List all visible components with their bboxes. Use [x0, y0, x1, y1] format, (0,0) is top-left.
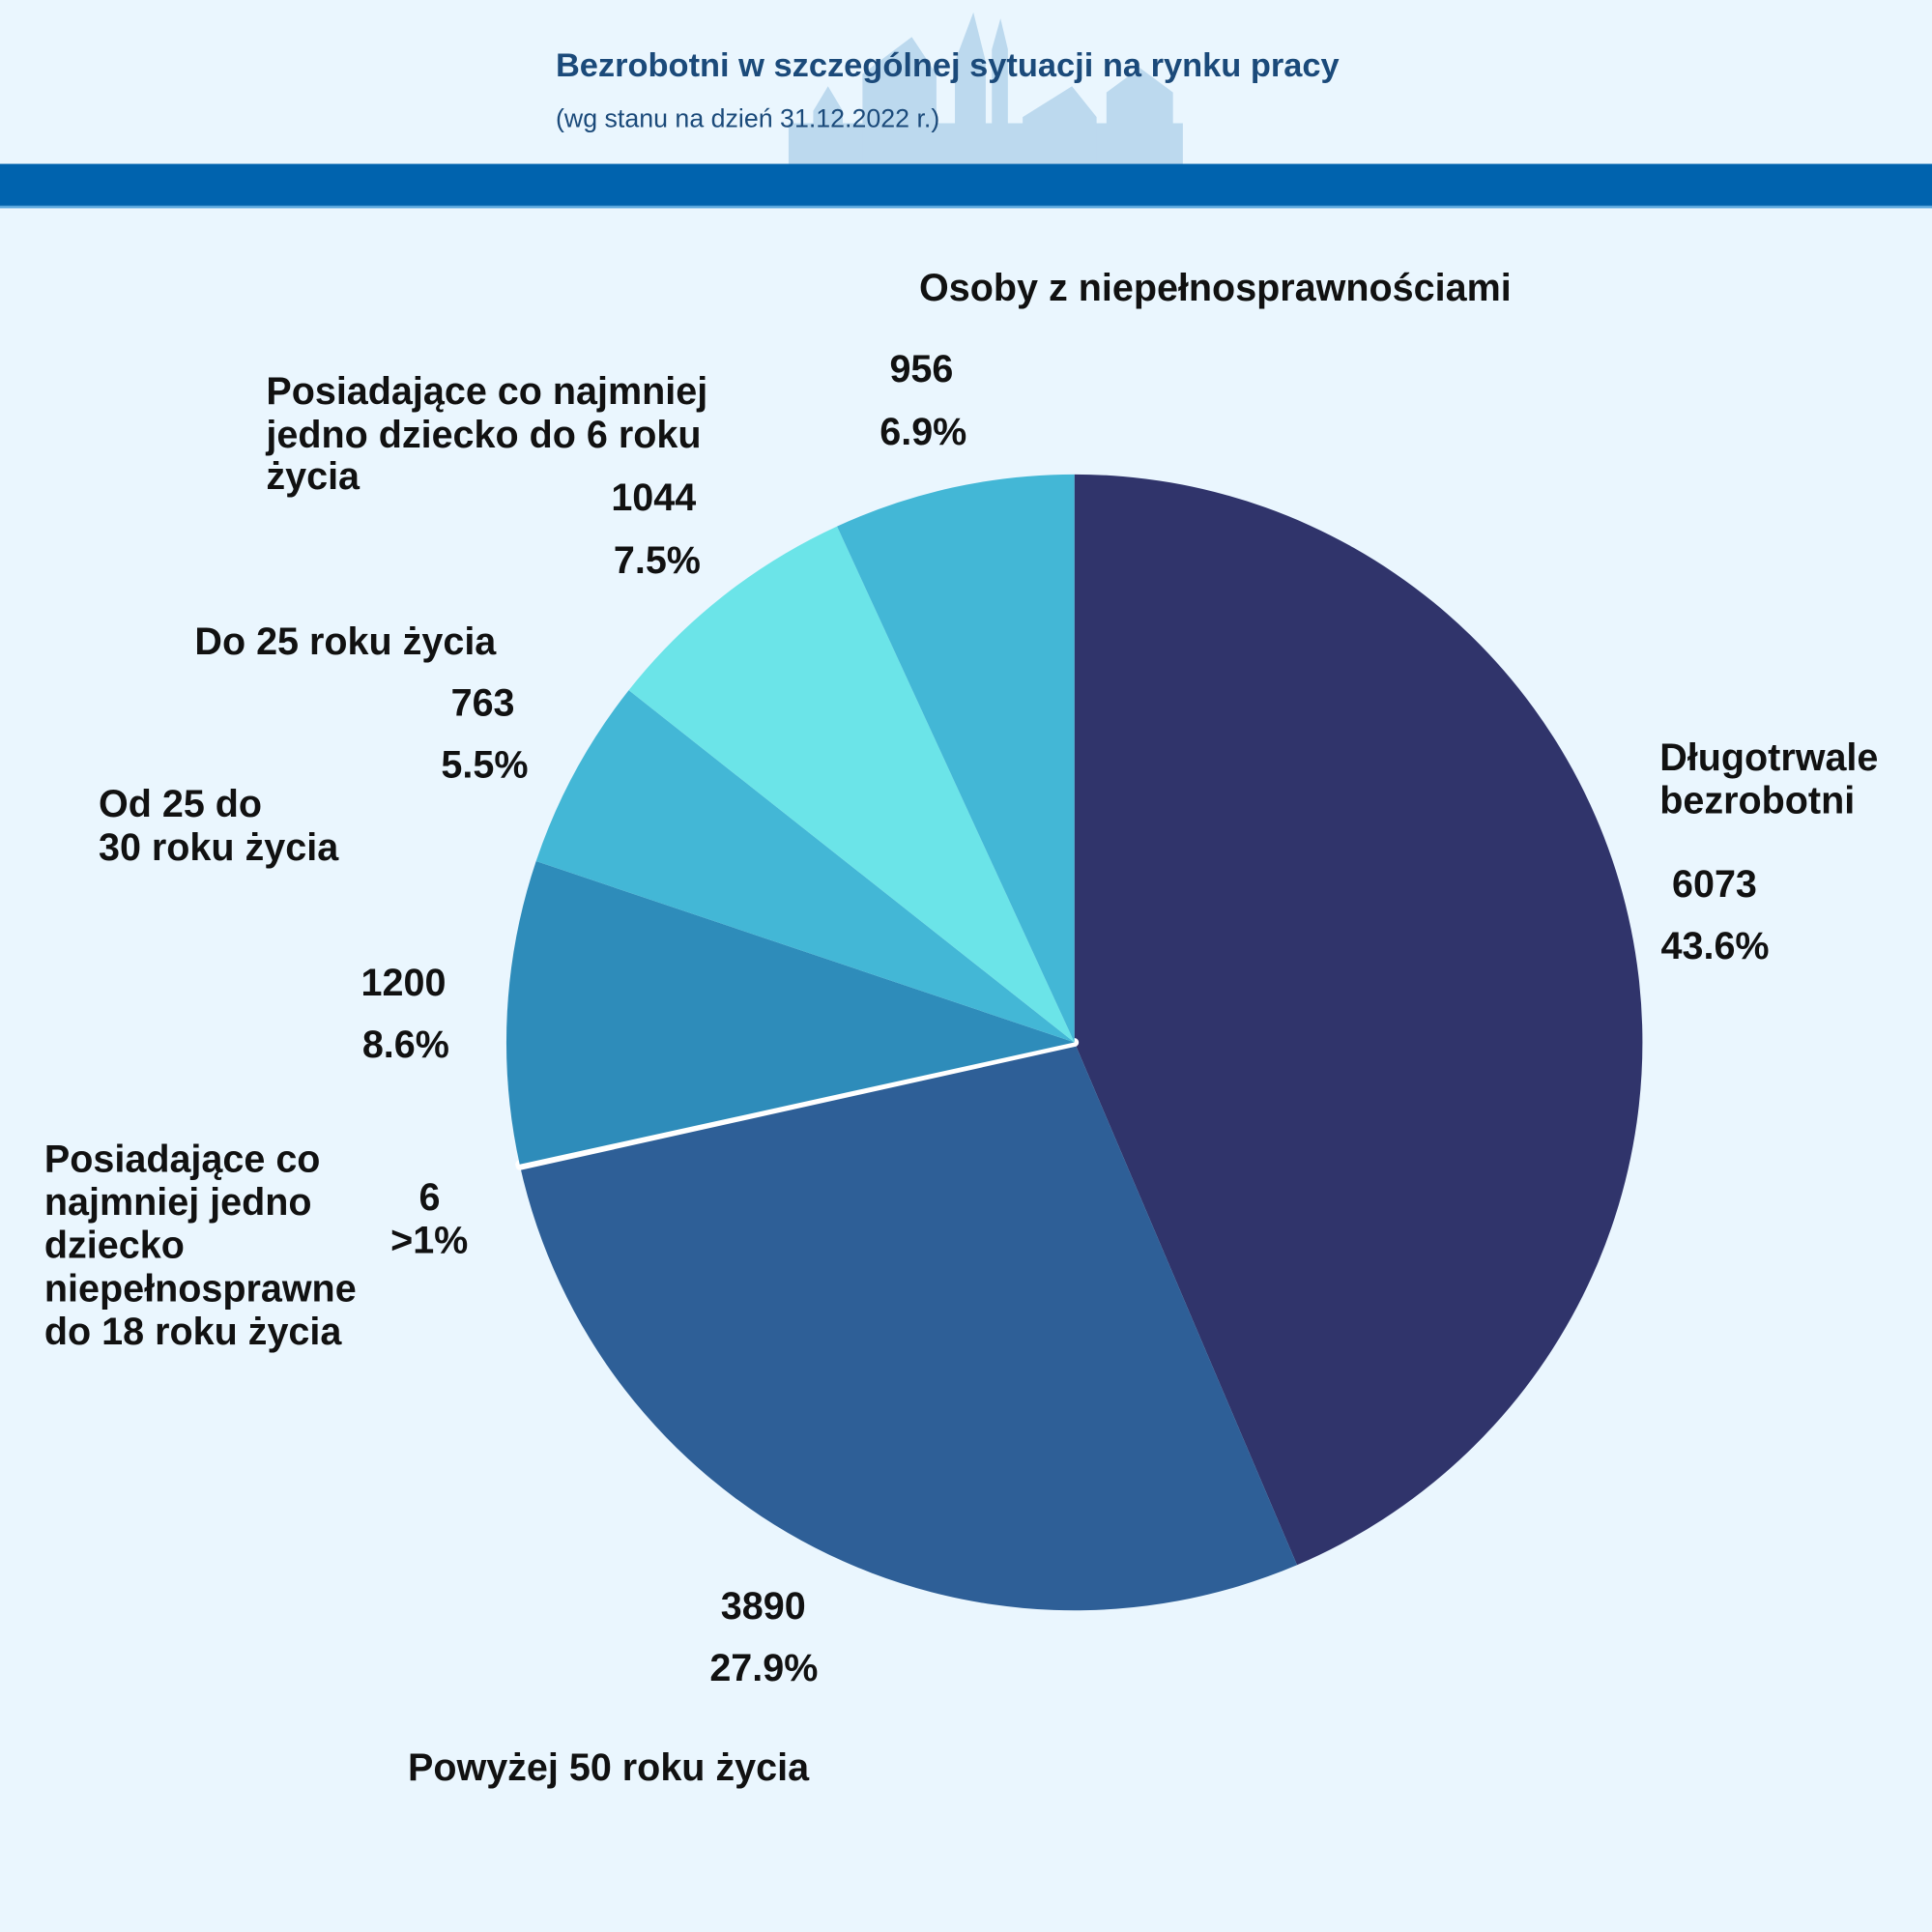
chart-subtitle: (wg stanu na dzień 31.12.2022 r.) [556, 103, 939, 132]
label-slice-5: Posiadające co najmniej jedno dziecko do… [265, 370, 707, 582]
label-slice-6: Osoby z niepełnosprawnościami 956 6.9% [879, 267, 1511, 453]
slice-label-line: Od 25 do [99, 783, 262, 825]
header-band [0, 163, 1932, 206]
slice-value: 3890 [721, 1585, 806, 1628]
slice-label-line: bezrobotni [1659, 779, 1855, 822]
slice-label-line: do 18 roku życia [44, 1311, 342, 1353]
slice-label-line: niepełnosprawne [44, 1267, 357, 1310]
slice-value: 956 [889, 348, 953, 390]
chart-title: Bezrobotni w szczególnej sytuacji na ryn… [556, 47, 1340, 84]
slice-value: 763 [451, 682, 515, 725]
slice-label-line: Osoby z niepełnosprawnościami [919, 267, 1512, 309]
slice-label-line: Do 25 roku życia [194, 620, 497, 663]
slice-percent: 6.9% [879, 411, 966, 453]
slice-percent: 27.9% [709, 1647, 818, 1689]
label-slice-3: Od 25 do 30 roku życia 1200 8.6% [99, 783, 449, 1066]
pie-slice [628, 526, 1075, 1043]
slice-percent: 7.5% [614, 539, 701, 582]
header-band-edge [0, 205, 1932, 209]
slice-percent: 43.6% [1661, 925, 1770, 967]
slice-value: 6 [418, 1176, 440, 1219]
slice-label-line: Posiadające co [44, 1138, 321, 1180]
pie-slice [515, 1038, 1080, 1170]
pie-slice [520, 1042, 1298, 1611]
slice-label-line: Powyżej 50 roku życia [408, 1746, 810, 1789]
label-slice-2: Posiadające co najmniej jedno dziecko ni… [44, 1138, 468, 1352]
skyline-decoration [788, 12, 1183, 164]
slice-label-line: Posiadające co najmniej [266, 370, 707, 413]
slice-percent: 8.6% [362, 1024, 449, 1066]
slice-label-line: 30 roku życia [99, 826, 339, 869]
slice-label-line: Długotrwale [1659, 736, 1878, 779]
pie-slice [837, 474, 1075, 1043]
slice-label-line: najmniej jedno [44, 1181, 312, 1224]
slice-value: 1044 [611, 476, 696, 519]
slice-label-line: jedno dziecko do 6 roku [265, 414, 701, 456]
slice-value: 6073 [1672, 863, 1757, 906]
pie-slice [505, 861, 1075, 1165]
slice-value: 1200 [361, 962, 447, 1004]
pie-slices [505, 474, 1643, 1611]
label-slice-0: Długotrwale bezrobotni 6073 43.6% [1659, 736, 1878, 967]
label-slice-1: 3890 27.9% Powyżej 50 roku życia [408, 1585, 818, 1789]
slice-label-line: życia [266, 455, 360, 498]
slice-label-line: dziecko [44, 1225, 185, 1267]
slice-percent: >1% [390, 1220, 468, 1262]
pie-slice [535, 690, 1075, 1043]
label-slice-4: Do 25 roku życia 763 5.5% [194, 620, 528, 786]
pie-slice [1074, 474, 1643, 1566]
slice-percent: 5.5% [441, 743, 528, 786]
